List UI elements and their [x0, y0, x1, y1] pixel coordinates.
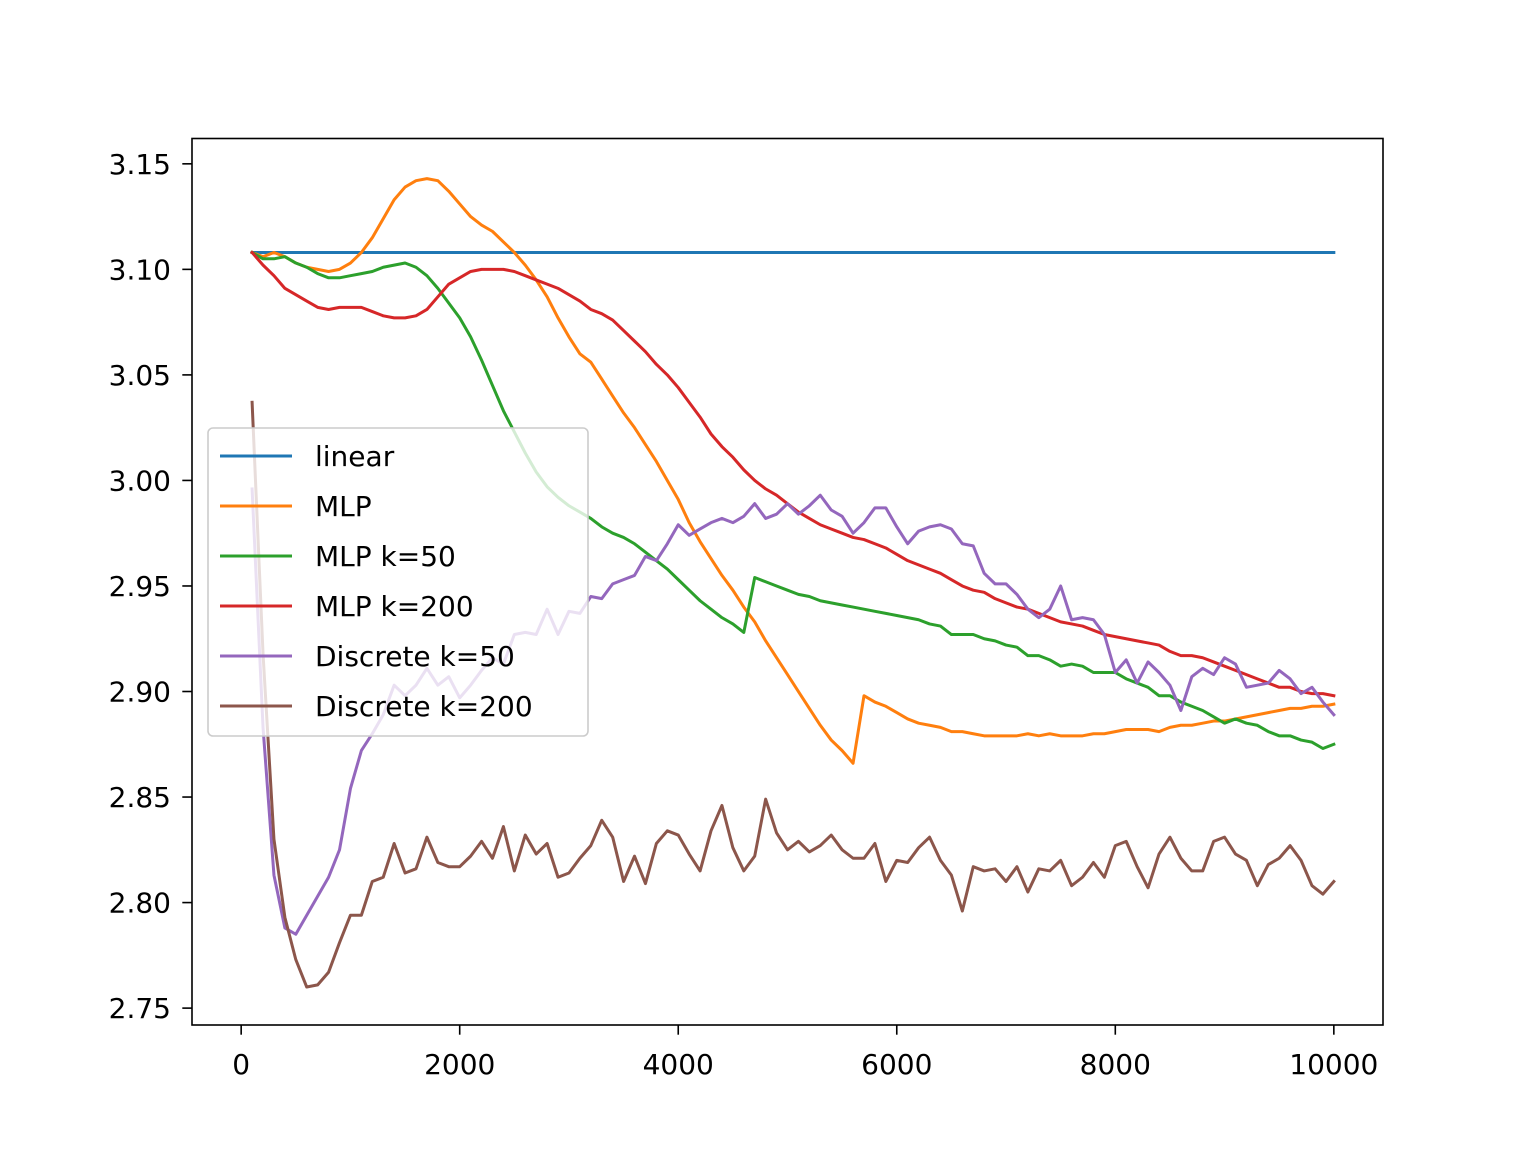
legend-label: Discrete k=200 — [315, 690, 533, 723]
series-line-discrete-k-200 — [250, 400, 1336, 989]
y-tick-label: 3.05 — [109, 359, 171, 392]
y-tick-label: 3.15 — [109, 148, 171, 181]
series-layer — [249, 177, 1336, 989]
legend-label: linear — [315, 440, 395, 473]
x-tick-label: 0 — [232, 1048, 250, 1081]
plot-frame — [191, 137, 1384, 1026]
x-tick-label: 10000 — [1289, 1048, 1378, 1081]
legend-label: MLP k=200 — [315, 590, 474, 623]
x-tick-label: 8000 — [1080, 1048, 1151, 1081]
y-tick-label: 2.90 — [109, 676, 171, 709]
series-line-mlp-k-50 — [250, 250, 1336, 750]
legend: linear MLP MLP k=50 MLP k=200 Discrete k=50 D… — [207, 427, 589, 737]
y-tick-label: 2.80 — [109, 887, 171, 920]
legend-label: MLP k=50 — [315, 540, 456, 573]
legend-label: MLP — [315, 490, 372, 523]
y-axis: 2.75 2.80 2.85 2.90 2.95 3.00 3.05 3.10 3.15 — [109, 148, 192, 1025]
x-tick-label: 6000 — [861, 1048, 932, 1081]
x-tick-label: 4000 — [643, 1048, 714, 1081]
legend-label: Discrete k=50 — [315, 640, 515, 673]
y-tick-label: 2.95 — [109, 570, 171, 603]
x-tick-label: 2000 — [424, 1048, 495, 1081]
y-tick-label: 2.75 — [109, 992, 171, 1025]
y-tick-label: 2.85 — [109, 781, 171, 814]
series-line-mlp — [250, 177, 1336, 765]
x-axis: 0 2000 4000 6000 8000 10000 — [232, 1025, 1378, 1081]
y-tick-label: 3.00 — [109, 464, 171, 497]
y-tick-label: 3.10 — [109, 253, 171, 286]
legend-frame — [207, 427, 589, 737]
